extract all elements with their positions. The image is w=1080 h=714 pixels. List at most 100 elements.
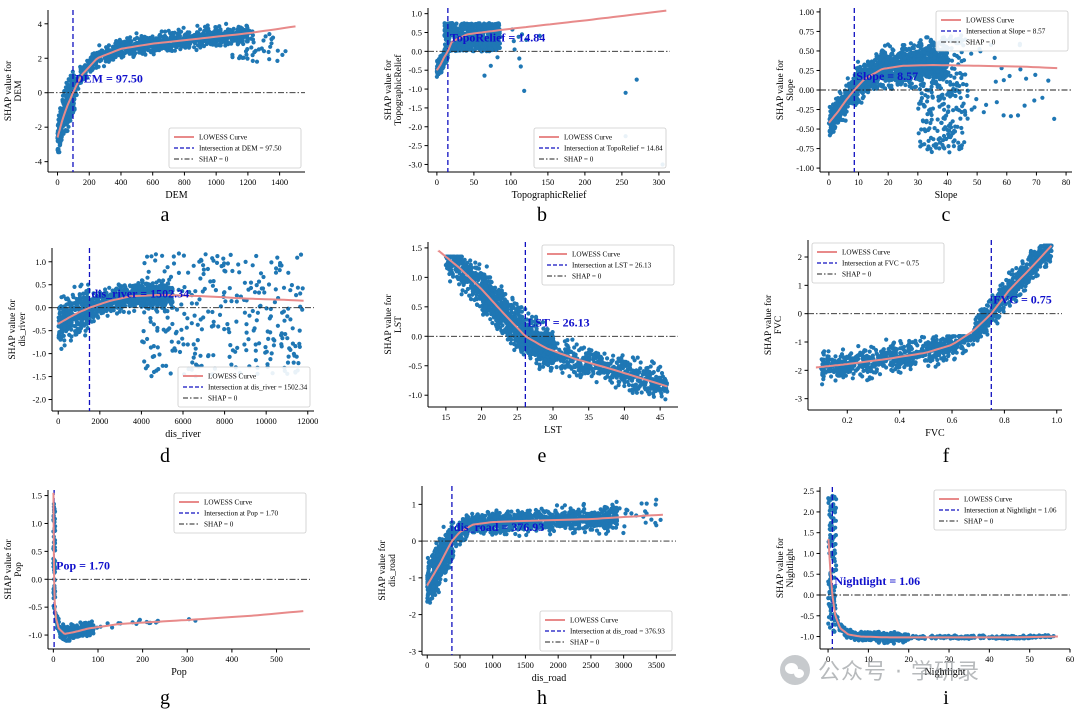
scatter-point [929, 149, 934, 155]
scatter-point [62, 325, 67, 331]
scatter-point [218, 43, 223, 48]
scatter-point [482, 38, 487, 43]
y-tick-label: 2 [38, 53, 42, 63]
scatter-point [119, 52, 124, 57]
scatter-point [245, 47, 250, 52]
y-axis-label-line: Slope [786, 79, 796, 101]
scatter-point [244, 348, 249, 353]
scatter-point [227, 286, 232, 291]
scatter-point [828, 113, 833, 118]
scatter-point [101, 64, 107, 69]
scatter-point [262, 290, 267, 295]
scatter-point [206, 309, 211, 314]
scatter-point [138, 37, 143, 42]
scatter-point [924, 35, 929, 40]
scatter-point [213, 27, 218, 33]
scatter-point [142, 359, 147, 364]
scatter-point [944, 50, 950, 56]
scatter-point [225, 322, 230, 327]
scatter-point [216, 324, 221, 329]
scatter-point [912, 73, 917, 78]
scatter-point [61, 294, 66, 299]
scatter-point [830, 122, 836, 127]
scatter-point [981, 110, 986, 115]
scatter-point [56, 324, 61, 329]
scatter-point [948, 90, 953, 95]
chart-panel-d: 0 2000 4000 6000 8000 10000 120001.00.50.0-0.5… [7, 248, 318, 467]
scatter-point [92, 311, 97, 316]
scatter-point [65, 120, 70, 125]
scatter-point [198, 27, 203, 32]
scatter-point [929, 117, 934, 122]
scatter-point [861, 94, 866, 99]
scatter-point [886, 83, 891, 88]
scatter-point [965, 88, 970, 93]
scatter-point [110, 53, 115, 58]
scatter-point [165, 265, 170, 270]
legend-entry: SHAP = 0 [966, 39, 996, 47]
scatter-point [59, 137, 64, 143]
scatter-point [488, 63, 493, 68]
scatter-point [889, 63, 894, 68]
scatter-point [959, 59, 964, 64]
scatter-point [67, 108, 72, 113]
scatter-point [254, 59, 260, 64]
scatter-point [828, 130, 833, 135]
scatter-point [905, 48, 910, 53]
scatter-point [194, 47, 199, 53]
scatter-point [263, 350, 268, 355]
scatter-point [176, 270, 181, 275]
scatter-point [847, 83, 852, 88]
scatter-point [273, 287, 278, 292]
scatter-point [907, 51, 912, 56]
x-tick-label: 1000 [208, 177, 225, 187]
scatter-point [955, 88, 960, 93]
scatter-point [169, 339, 174, 344]
scatter-point [937, 77, 942, 82]
scatter-point [480, 44, 485, 49]
scatter-point [59, 133, 64, 139]
scatter-point [281, 285, 287, 290]
scatter-point [925, 112, 930, 117]
scatter-point [946, 109, 951, 114]
scatter-point [974, 97, 979, 102]
y-axis-label-line: SHAP value for [775, 59, 786, 120]
scatter-point [245, 36, 250, 42]
scatter-point [492, 44, 497, 49]
scatter-point [937, 136, 943, 141]
scatter-point [942, 107, 947, 112]
scatter-point [237, 37, 242, 42]
scatter-point [289, 283, 294, 288]
scatter-point [962, 140, 967, 145]
scatter-point [881, 49, 886, 54]
x-tick-label: 30 [914, 177, 923, 187]
scatter-point [163, 29, 168, 34]
scatter-point [1007, 73, 1012, 79]
scatter-point [992, 55, 997, 61]
scatter-point [224, 21, 229, 26]
scatter-point [88, 69, 93, 74]
x-tick-label: 10 [854, 177, 863, 187]
scatter-point [79, 282, 84, 287]
scatter-point [93, 307, 98, 312]
scatter-point [117, 37, 122, 42]
scatter-point [926, 127, 931, 133]
scatter-point [902, 51, 907, 56]
scatter-point [76, 86, 81, 91]
scatter-point [85, 326, 90, 331]
legend-entry: LOWESS Curve [199, 134, 247, 142]
scatter-point [275, 255, 280, 260]
scatter-point [828, 105, 833, 110]
scatter-point [887, 44, 893, 49]
scatter-point [191, 34, 196, 39]
scatter-point [195, 322, 200, 327]
scatter-point [288, 317, 293, 322]
y-tick-label: -3.0 [409, 159, 422, 169]
scatter-point [198, 41, 203, 46]
scatter-point [993, 79, 998, 84]
scatter-point [882, 43, 888, 48]
scatter-point [863, 66, 868, 71]
scatter-point [917, 76, 923, 81]
scatter-point [267, 57, 272, 62]
